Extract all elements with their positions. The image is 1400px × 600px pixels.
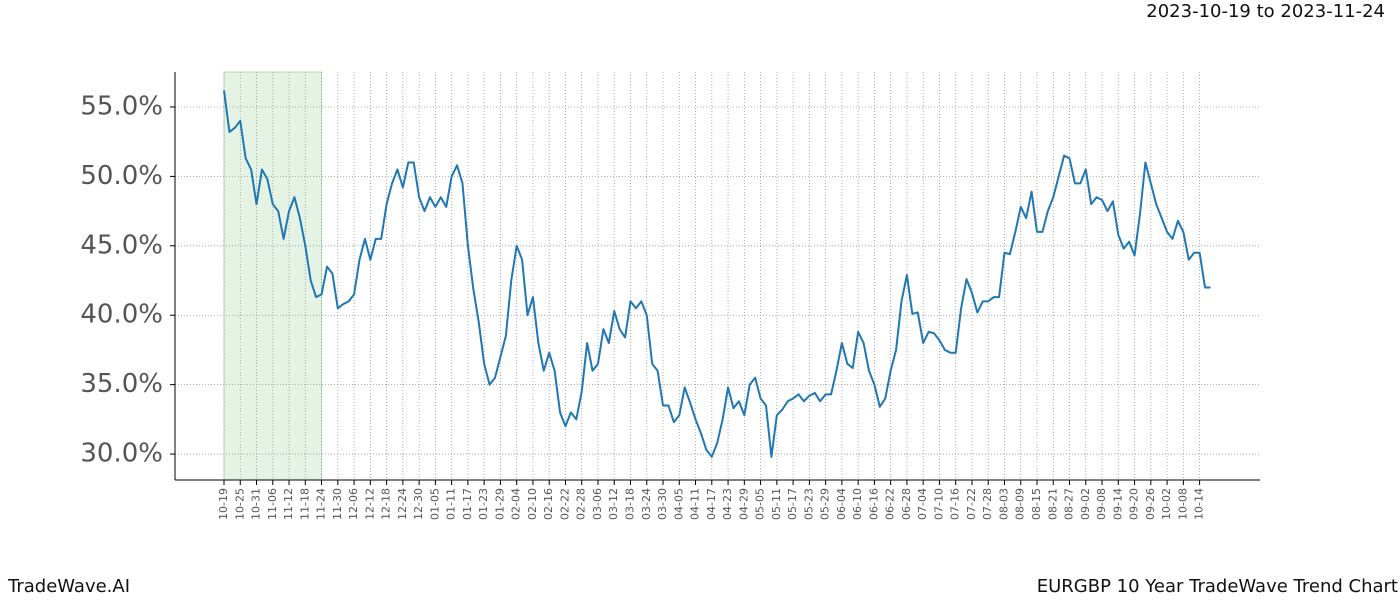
x-tick-label: 03-24: [640, 488, 653, 520]
x-tick-label: 09-02: [1079, 488, 1092, 520]
x-tick-label: 11-06: [266, 488, 279, 520]
x-tick-label: 12-18: [380, 488, 393, 520]
x-tick-label: 04-05: [672, 488, 685, 520]
x-tick-label: 06-10: [851, 488, 864, 520]
trend-line: [223, 90, 1211, 458]
x-tick-label: 05-29: [819, 488, 832, 520]
x-tick-label: 07-10: [932, 488, 945, 520]
y-tick-label: 45.0%: [80, 230, 163, 260]
x-tick-label: 12-06: [347, 488, 360, 520]
x-tick-label: 03-30: [656, 488, 669, 520]
x-tick-label: 04-17: [705, 488, 718, 520]
x-tick-label: 08-03: [997, 488, 1010, 520]
x-tick-label: 02-22: [558, 488, 571, 520]
x-tick-label: 04-11: [689, 488, 702, 520]
x-tick-label: 01-11: [445, 488, 458, 520]
x-tick-label: 11-18: [298, 488, 311, 520]
x-tick-label: 09-08: [1095, 488, 1108, 520]
x-tick-label: 09-20: [1128, 488, 1141, 520]
x-tick-label: 05-05: [754, 488, 767, 520]
x-tick-label: 12-12: [363, 488, 376, 520]
y-tick-label: 35.0%: [80, 369, 163, 399]
x-tick-label: 08-21: [1046, 488, 1059, 520]
x-tick-label: 08-15: [1030, 488, 1043, 520]
x-tick-label: 10-08: [1176, 488, 1189, 520]
x-tick-label: 01-05: [428, 488, 441, 520]
x-tick-label: 07-04: [916, 488, 929, 520]
footer-brand: TradeWave.AI: [7, 576, 130, 597]
x-tick-label: 01-29: [493, 488, 506, 520]
x-tick-label: 06-16: [867, 488, 880, 520]
x-tick-label: 06-22: [884, 488, 897, 520]
x-tick-label: 07-28: [981, 488, 994, 520]
x-tick-label: 01-17: [461, 488, 474, 520]
x-tick-label: 03-12: [607, 488, 620, 520]
x-tick-label: 04-23: [721, 488, 734, 520]
x-tick-label: 08-09: [1014, 488, 1027, 520]
y-tick-label: 50.0%: [80, 161, 163, 191]
chart-title: 2023-10-19 to 2023-11-24: [1146, 1, 1385, 22]
x-tick-label: 07-22: [965, 488, 978, 520]
x-tick-label: 02-04: [510, 488, 523, 520]
x-tick-label: 02-28: [575, 488, 588, 520]
x-tick-label: 11-24: [315, 488, 328, 520]
x-tick-label: 10-02: [1160, 488, 1173, 520]
x-tick-label: 06-28: [900, 488, 913, 520]
x-tick-label: 04-29: [737, 488, 750, 520]
y-tick-label: 55.0%: [80, 91, 163, 121]
x-tick-label: 12-30: [412, 488, 425, 520]
x-tick-label: 10-19: [217, 488, 230, 520]
footer-caption: EURGBP 10 Year TradeWave Trend Chart: [1037, 576, 1398, 597]
x-tick-label: 03-18: [624, 488, 637, 520]
y-tick-label: 30.0%: [80, 439, 163, 469]
x-tick-label: 06-04: [835, 488, 848, 520]
x-tick-label: 03-06: [591, 488, 604, 520]
x-tick-label: 10-14: [1193, 488, 1206, 520]
x-tick-label: 09-14: [1111, 488, 1124, 520]
x-tick-label: 01-23: [477, 488, 490, 520]
x-tick-label: 09-26: [1144, 488, 1157, 520]
x-tick-label: 02-10: [526, 488, 539, 520]
x-tick-label: 10-25: [233, 488, 246, 520]
y-tick-label: 40.0%: [80, 300, 163, 330]
x-tick-label: 11-30: [331, 488, 344, 520]
x-tick-label: 07-16: [949, 488, 962, 520]
x-tick-label: 05-11: [770, 488, 783, 520]
x-tick-label: 05-17: [786, 488, 799, 520]
x-tick-label: 10-31: [250, 488, 263, 520]
x-tick-label: 08-27: [1063, 488, 1076, 520]
x-tick-label: 02-16: [542, 488, 555, 520]
x-tick-label: 05-23: [802, 488, 815, 520]
x-tick-label: 11-12: [282, 488, 295, 520]
x-tick-label: 12-24: [396, 488, 409, 520]
